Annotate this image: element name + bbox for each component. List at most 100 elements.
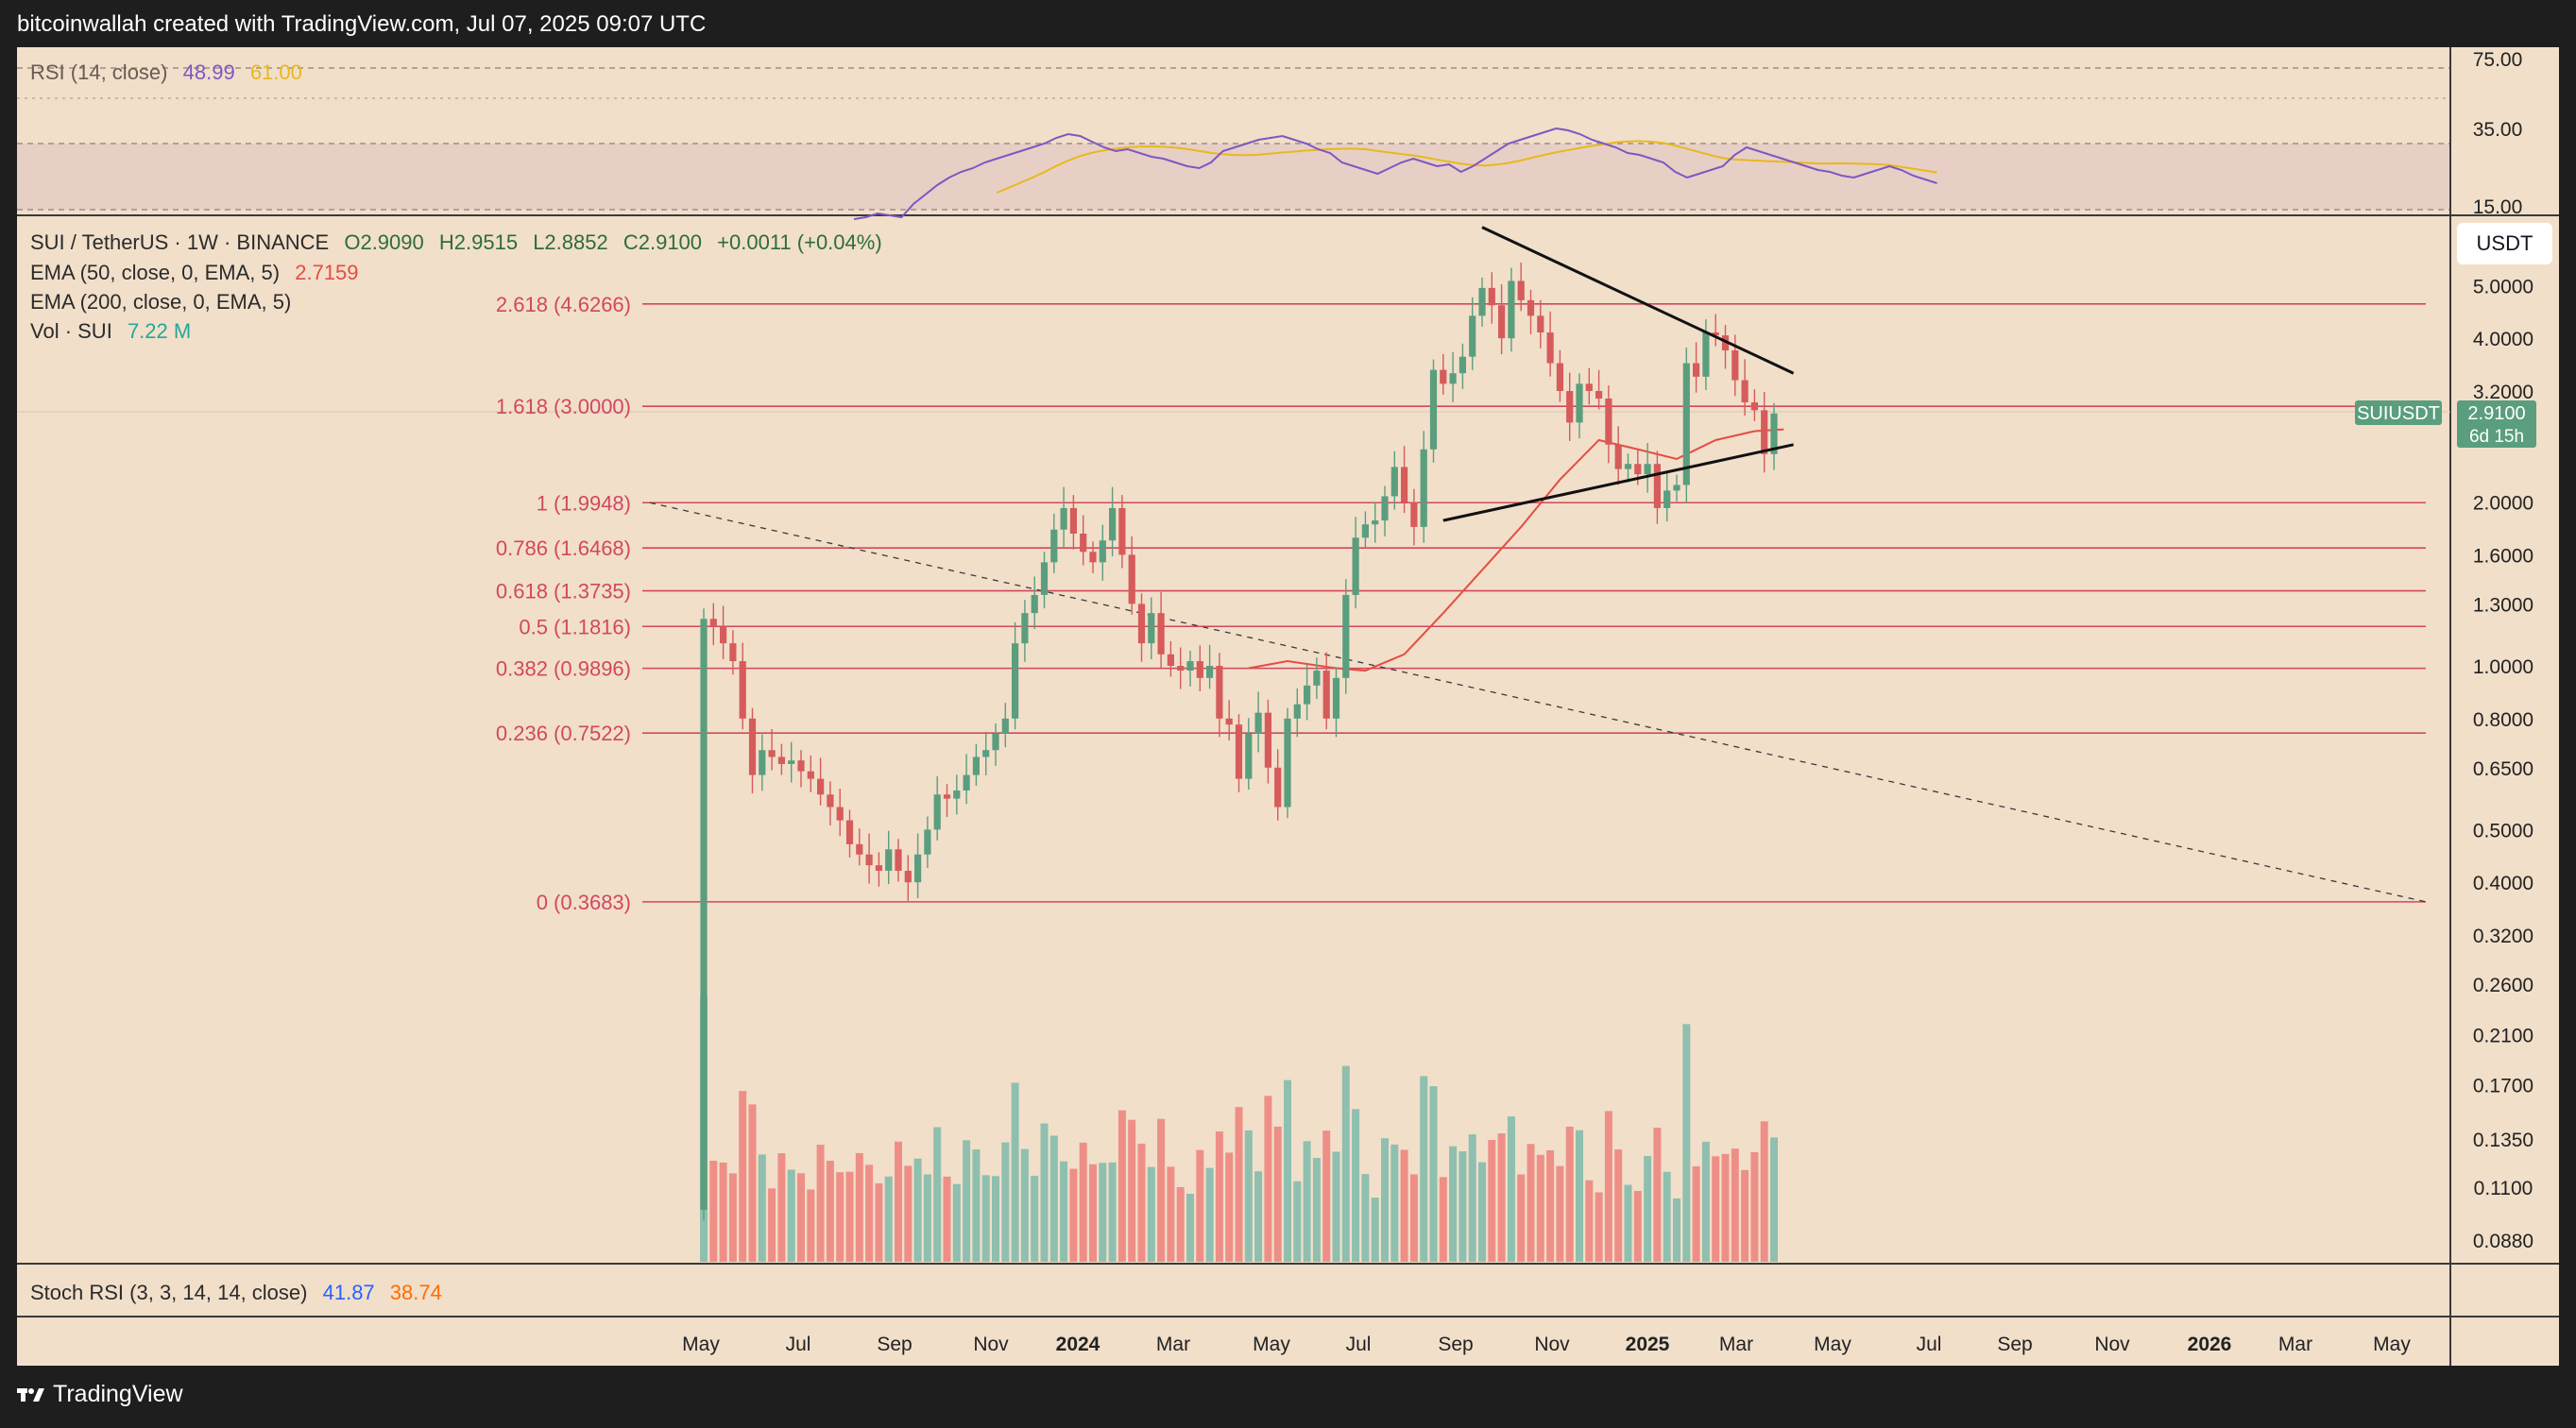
price-axis-label: 0.2600 <box>2473 975 2533 996</box>
candle-body <box>1605 398 1612 445</box>
time-axis-label: Nov <box>1534 1334 1570 1355</box>
price-axis-label: 0.8000 <box>2473 709 2533 731</box>
currency-unit-button[interactable]: USDT <box>2457 223 2552 264</box>
volume-bar <box>845 1171 854 1262</box>
rsi-legend-label: RSI (14, close) <box>30 60 168 84</box>
rsi-legend-value: 48.99 <box>183 60 235 84</box>
candle-body <box>1761 410 1768 454</box>
price-axis-label: 4.0000 <box>2473 329 2533 350</box>
time-axis-labels: May Jul Sep Nov 2024 Mar May Jul Sep Nov 2025 Mar Ma… <box>682 1334 2411 1355</box>
candle-body <box>1372 520 1379 525</box>
candle-body <box>1186 661 1194 672</box>
volume-bar <box>1293 1181 1302 1262</box>
volume-bar <box>1352 1109 1360 1262</box>
volume-bar <box>719 1162 727 1262</box>
candle-body <box>895 849 902 872</box>
volume-bar <box>777 1153 786 1262</box>
price-axis-label: 0.3200 <box>2473 926 2533 947</box>
candle-body <box>1381 496 1389 521</box>
volume-bar <box>1117 1110 1126 1262</box>
candle-body <box>1390 467 1398 497</box>
candle-body <box>729 643 737 662</box>
chart-background <box>17 47 2450 1366</box>
volume-bar <box>807 1189 815 1262</box>
price-axis-labels: 5.0000 4.0000 3.2000 2.0000 1.6000 1.3000 1.00… <box>2473 276 2533 1252</box>
volume-bar <box>1254 1171 1263 1262</box>
volume-bar <box>768 1188 776 1262</box>
candle-body <box>845 820 854 844</box>
candle-body <box>777 756 785 764</box>
current-price-tag[interactable]: SUIUSDT 2.9100 6d 15h <box>2355 400 2536 448</box>
volume-bar <box>1488 1140 1496 1262</box>
price-axis-label: 5.0000 <box>2473 276 2533 298</box>
tradingview-brand: TradingView <box>53 1381 183 1407</box>
candle-body <box>865 854 873 866</box>
descending-trendline <box>1481 226 1795 375</box>
candle-body <box>1167 654 1174 666</box>
candle-body <box>1040 562 1049 595</box>
candle-body <box>1089 552 1097 563</box>
candle-body <box>739 661 746 719</box>
volume-bar <box>1692 1165 1700 1262</box>
candle-body <box>1401 467 1408 502</box>
volume-bar <box>1332 1151 1340 1262</box>
volume-legend: Vol · SUI 7.22 M <box>30 319 191 343</box>
price-axis-label: 0.1700 <box>2473 1075 2533 1096</box>
rsi-band <box>17 144 2450 210</box>
ohlc-change: +0.0011 (+0.04%) <box>717 230 882 254</box>
candle-body <box>1206 666 1214 678</box>
candle-body <box>1517 280 1525 300</box>
volume-legend-value: 7.22 M <box>128 319 191 343</box>
candle-body <box>1264 712 1271 768</box>
candle-body <box>1148 613 1155 644</box>
stoch-k-value: 41.87 <box>323 1281 375 1304</box>
volume-bar <box>1001 1142 1010 1262</box>
candle-body <box>827 794 834 808</box>
volume-bar <box>758 1154 766 1262</box>
rsi-ma-legend-value: 61.00 <box>250 60 302 84</box>
volume-bar <box>1459 1151 1467 1262</box>
price-axis-label: 0.0880 <box>2473 1231 2533 1252</box>
candle-body <box>817 778 825 795</box>
volume-bar <box>728 1173 737 1262</box>
volume-bar <box>1770 1137 1778 1262</box>
candle-body <box>1741 380 1749 403</box>
ema50-legend-value: 2.7159 <box>295 261 358 284</box>
symbol-legend: SUI / TetherUS · 1W · BINANCE O2.9090 H2… <box>30 230 882 254</box>
volume-bar <box>1449 1146 1458 1262</box>
volume-bar <box>952 1183 961 1262</box>
rsi-axis-labels: 75.00 35.00 15.00 <box>2473 49 2523 218</box>
candle-body <box>1576 383 1583 423</box>
volume-bar <box>1361 1174 1370 1262</box>
candle-body <box>1702 332 1710 377</box>
price-tag-price: 2.9100 <box>2467 403 2525 424</box>
time-axis-label: May <box>2373 1334 2411 1355</box>
volume-bar <box>1527 1144 1535 1262</box>
fib-level-label: 0 (0.3683) <box>537 891 631 914</box>
rsi-legend: RSI (14, close) 48.99 61.00 <box>30 60 302 84</box>
candle-body <box>1429 369 1438 450</box>
volume-bar <box>855 1152 863 1262</box>
candle-body <box>1488 287 1495 306</box>
time-axis-label: May <box>682 1334 720 1355</box>
volume-bar <box>709 1160 718 1262</box>
candle-body <box>1313 671 1321 686</box>
candle-body <box>1361 524 1369 538</box>
candle-body <box>1721 335 1730 351</box>
volume-bar <box>1721 1153 1730 1262</box>
price-axis-background <box>2450 47 2559 1366</box>
candle-body <box>1770 413 1778 454</box>
candle-body <box>1225 718 1233 725</box>
candle-body <box>1527 299 1535 316</box>
triangle-trendlines[interactable] <box>1442 226 1795 522</box>
volume-bar <box>1556 1165 1564 1262</box>
candle-body <box>1118 507 1126 555</box>
fib-level-label: 0.236 (0.7522) <box>496 722 631 745</box>
volume-bar <box>1049 1135 1058 1262</box>
volume-bar <box>1099 1163 1107 1262</box>
candle-body <box>797 760 805 772</box>
candle-body <box>1410 502 1418 527</box>
volume-bar <box>797 1173 805 1262</box>
fib-level-label: 0.786 (1.6468) <box>496 536 631 560</box>
